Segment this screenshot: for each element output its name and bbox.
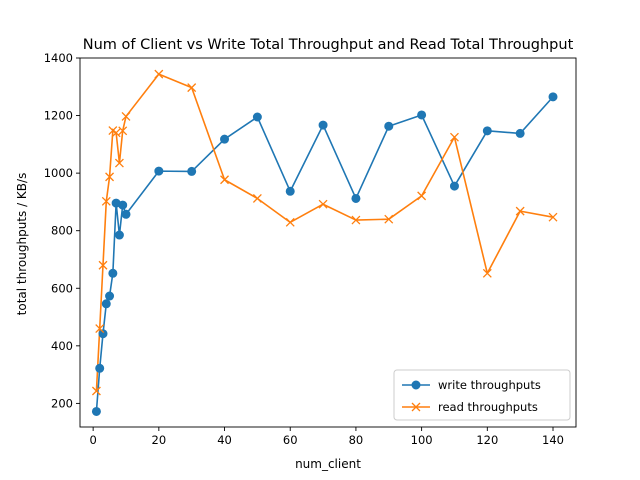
data-point-s0-3 — [101, 299, 111, 309]
chart-title: Num of Client vs Write Total Throughput … — [83, 37, 574, 53]
data-point-s1-16 — [351, 215, 361, 225]
data-point-s1-6 — [111, 128, 121, 138]
legend-label-1: read throughputs — [438, 400, 538, 414]
data-point-s1-8 — [118, 126, 128, 136]
y-tick-label-5: 1200 — [44, 109, 73, 123]
data-point-s0-0 — [91, 406, 101, 416]
legend-box — [393, 369, 571, 421]
y-tick-label-2: 600 — [51, 281, 73, 295]
data-point-s0-10 — [154, 166, 164, 176]
data-point-s1-17 — [384, 214, 394, 224]
x-tick-label-5: 100 — [411, 433, 433, 447]
x-axis-label: num_client — [295, 457, 361, 471]
data-point-s1-20 — [482, 268, 492, 278]
data-point-s0-11 — [187, 166, 197, 176]
data-point-s1-19 — [450, 132, 459, 142]
y-tick-label-0: 200 — [51, 396, 73, 410]
data-point-s1-11 — [187, 83, 197, 93]
y-tick-label-4: 1000 — [44, 166, 73, 180]
data-point-s1-2 — [98, 260, 108, 270]
data-point-s0-14 — [285, 186, 295, 196]
data-point-s1-22 — [548, 212, 558, 222]
legend-label-0: write throughputs — [438, 378, 541, 392]
y-axis-label: total throughputs / KB/s — [15, 173, 29, 316]
data-point-s0-18 — [417, 110, 427, 120]
data-point-s0-16 — [351, 193, 361, 203]
data-point-s0-22 — [548, 92, 558, 102]
plot-area: 0 20 40 60 80 100 120 140 200 400 600 800 1000 1200 14… — [44, 51, 577, 447]
data-point-s1-21 — [515, 206, 525, 216]
data-point-s1-0 — [91, 386, 101, 396]
data-point-s1-4 — [105, 172, 115, 182]
data-point-s1-15 — [318, 199, 328, 209]
y-tick-label-3: 800 — [51, 224, 73, 238]
data-point-s0-12 — [220, 134, 230, 144]
legend-marker-1 — [411, 402, 421, 412]
data-point-s0-1 — [95, 363, 105, 373]
x-tick-label-7: 140 — [542, 433, 564, 447]
x-tick-label-4: 80 — [349, 433, 364, 447]
x-tick-label-0: 0 — [89, 433, 96, 447]
data-point-s1-12 — [220, 175, 229, 185]
data-point-s1-14 — [285, 217, 295, 227]
data-point-s0-20 — [482, 126, 492, 136]
data-point-s0-7 — [114, 230, 124, 240]
data-point-s0-19 — [449, 181, 459, 191]
data-point-s1-18 — [417, 191, 427, 201]
data-point-s0-17 — [384, 121, 394, 131]
x-tick-label-2: 40 — [217, 433, 232, 447]
y-tick-label-6: 1400 — [44, 51, 73, 65]
y-tick-label-1: 400 — [51, 339, 73, 353]
data-point-s1-9 — [121, 111, 131, 121]
data-point-s1-7 — [114, 158, 124, 168]
data-point-s0-13 — [252, 112, 262, 122]
data-point-s1-1 — [95, 324, 105, 334]
data-point-s0-4 — [105, 291, 115, 301]
data-point-s1-10 — [154, 69, 164, 79]
series-line-0 — [95, 96, 554, 412]
data-point-s0-15 — [318, 120, 328, 130]
data-point-s0-8 — [118, 200, 128, 210]
data-point-s1-3 — [101, 196, 111, 206]
x-tick-label-6: 120 — [476, 433, 498, 447]
data-point-s0-5 — [108, 268, 118, 278]
data-point-s1-13 — [252, 194, 262, 203]
legend-marker-0 — [411, 380, 421, 390]
legend: write throughputs read throughputs — [393, 369, 571, 421]
x-tick-label-1: 20 — [152, 433, 167, 447]
data-point-s0-21 — [515, 128, 525, 138]
plot-frame — [79, 57, 577, 428]
data-point-s0-2 — [98, 329, 108, 339]
data-point-s0-9 — [121, 209, 131, 219]
x-tick-label-3: 60 — [283, 433, 298, 447]
